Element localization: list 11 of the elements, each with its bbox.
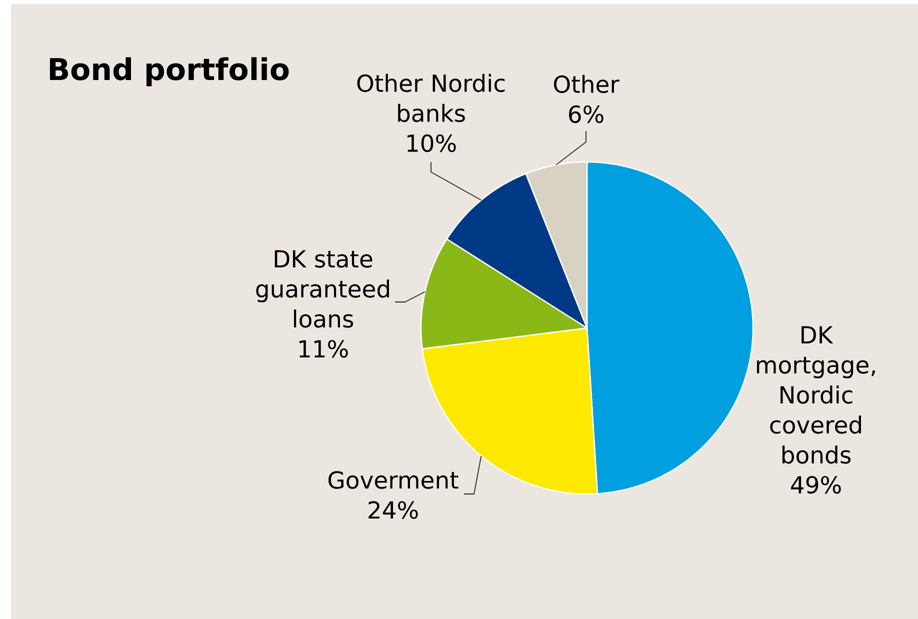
data-label: 49%: [791, 476, 841, 494]
slice-label: DK state guaranteed loans: [256, 250, 389, 328]
slice-label: DK mortgage, Nordic covered bonds: [756, 326, 875, 464]
data-label: 11%: [299, 340, 348, 358]
data-label: 10%: [407, 134, 456, 152]
data-label: 6%: [569, 105, 604, 124]
data-label: 24%: [368, 501, 418, 519]
slice-label: Goverment: [328, 471, 458, 489]
chart-title: Bond portfolio: [50, 57, 289, 86]
slice-label: Other Nordic banks: [357, 74, 505, 122]
slice-label: Other: [554, 74, 620, 94]
